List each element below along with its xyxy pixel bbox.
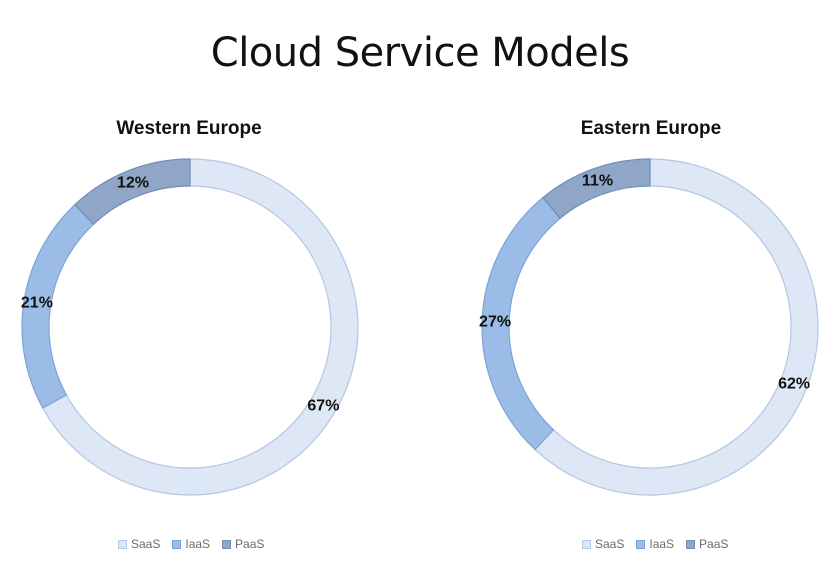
donut-chart-eastern-europe: 62% 27% 11%: [479, 158, 819, 496]
legend-eastern-europe: SaaS IaaS PaaS: [582, 537, 728, 551]
legend-swatch-saas: [118, 539, 127, 549]
data-label-paas: 12%: [117, 174, 149, 191]
donut-slice-paas: [74, 158, 191, 226]
legend-label-iaas: IaaS: [185, 537, 211, 551]
data-label-iaas: 21%: [21, 294, 53, 311]
legend-item-saas: SaaS: [118, 537, 160, 551]
data-label-saas: 62%: [778, 376, 810, 393]
legend-item-iaas: IaaS: [636, 537, 674, 551]
legend-swatch-paas: [222, 539, 232, 549]
legend-item-saas: SaaS: [582, 537, 624, 551]
legend-label-paas: PaaS: [699, 537, 729, 551]
legend-swatch-iaas: [636, 539, 646, 549]
legend-swatch-saas: [582, 539, 591, 549]
legend-item-iaas: IaaS: [172, 537, 210, 551]
data-label-paas: 11%: [582, 173, 613, 190]
legend-label-saas: SaaS: [131, 537, 161, 551]
legend-western-europe: SaaS IaaS PaaS: [118, 537, 264, 551]
page-title: Cloud Service Models: [210, 30, 630, 76]
donut-slice-saas: [41, 158, 359, 496]
legend-swatch-paas: [686, 539, 696, 549]
chart-title-eastern-europe: Eastern Europe: [580, 118, 722, 139]
legend-item-paas: PaaS: [222, 537, 264, 551]
legend-label-iaas: IaaS: [649, 537, 675, 551]
chart-title-western-europe: Western Europe: [116, 118, 262, 139]
legend-item-paas: PaaS: [686, 537, 728, 551]
data-label-saas: 67%: [307, 397, 339, 414]
donut-slice-paas: [542, 158, 651, 220]
donut-slice-saas: [534, 158, 819, 496]
donut-chart-western-europe: 67% 21% 12%: [21, 158, 359, 496]
legend-label-saas: SaaS: [595, 537, 625, 551]
legend-label-paas: PaaS: [235, 537, 265, 551]
legend-swatch-iaas: [172, 539, 182, 549]
data-label-iaas: 27%: [479, 314, 511, 331]
